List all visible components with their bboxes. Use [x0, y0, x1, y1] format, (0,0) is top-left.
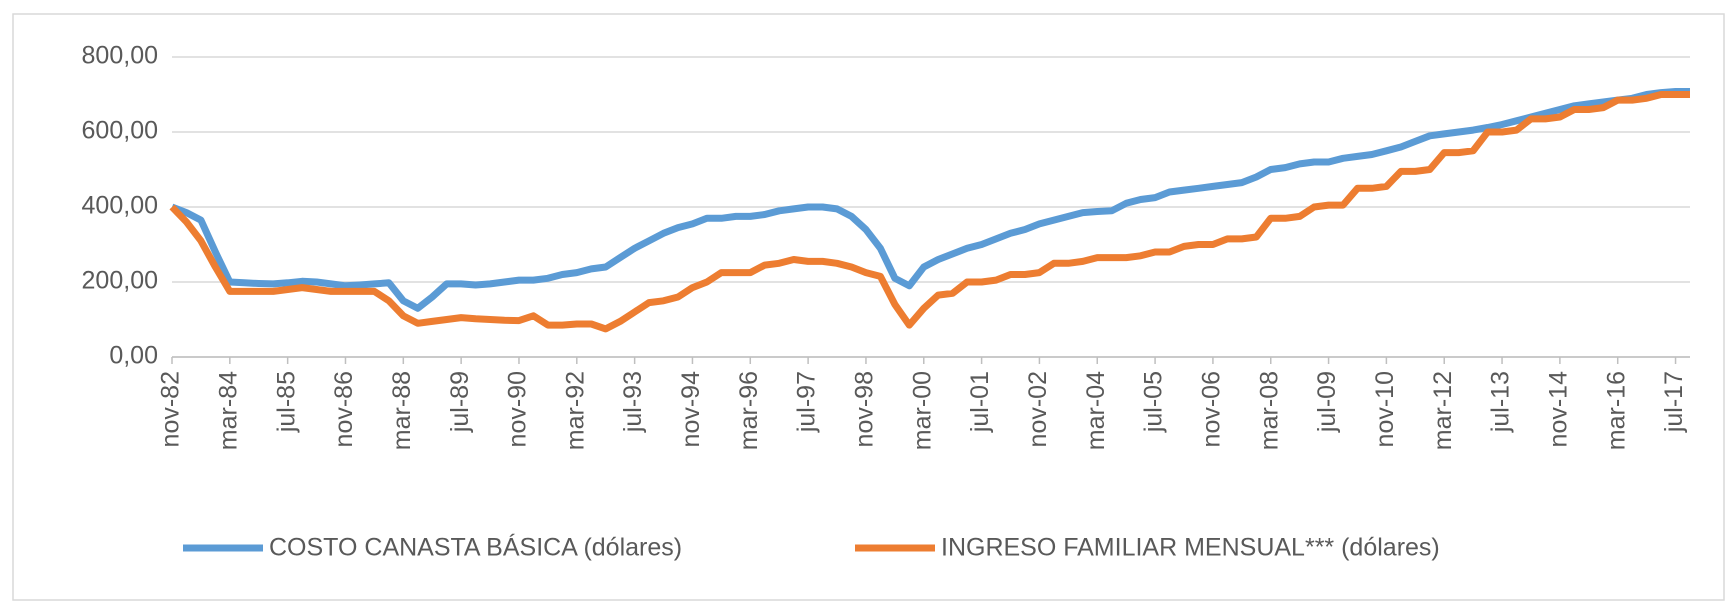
series-line — [169, 91, 1690, 333]
x-tick-label: mar-88 — [388, 371, 416, 450]
x-tick-label: jul-97 — [793, 371, 821, 433]
x-tick-label: nov-98 — [851, 371, 879, 447]
x-tick-label: nov-90 — [504, 371, 532, 447]
legend-label: COSTO CANASTA BÁSICA (dólares) — [269, 533, 682, 562]
y-tick-label: 800,00 — [82, 42, 158, 70]
x-tick-label: mar-08 — [1255, 371, 1283, 450]
x-tick-label: mar-16 — [1602, 371, 1630, 450]
x-tick-label: nov-10 — [1371, 371, 1399, 447]
x-tick-label: nov-14 — [1544, 371, 1572, 448]
x-tick-label: mar-96 — [735, 371, 763, 450]
x-tick-label: mar-84 — [214, 371, 242, 450]
x-tick-label: jul-09 — [1313, 371, 1341, 433]
x-tick-label: jul-01 — [966, 371, 994, 433]
y-tick-label: 600,00 — [82, 117, 158, 145]
x-tick-label: mar-04 — [1082, 371, 1110, 450]
x-tick-label: mar-12 — [1429, 371, 1457, 450]
x-tick-label: jul-93 — [619, 371, 647, 433]
legend-label: INGRESO FAMILIAR MENSUAL*** (dólares) — [941, 534, 1440, 562]
x-tick-label: jul-05 — [1140, 371, 1168, 433]
x-tick-label: mar-00 — [908, 371, 936, 450]
series-line — [170, 88, 1690, 312]
x-tick-label: nov-02 — [1024, 371, 1052, 447]
x-tick-label: nov-86 — [330, 371, 358, 447]
x-tick-label: jul-89 — [446, 371, 474, 433]
y-tick-label: 200,00 — [82, 267, 158, 295]
x-tick-label: nov-06 — [1198, 371, 1226, 447]
y-tick-label: 400,00 — [82, 192, 158, 220]
x-tick-label: jul-13 — [1487, 371, 1515, 433]
y-tick-label: 0,00 — [109, 342, 158, 370]
x-tick-label: nov-82 — [157, 371, 185, 447]
x-tick-label: jul-85 — [272, 371, 300, 433]
x-tick-label: nov-94 — [677, 371, 705, 448]
chart-frame — [12, 13, 1725, 601]
x-tick-label: mar-92 — [561, 371, 589, 450]
x-tick-label: jul-17 — [1660, 371, 1688, 433]
